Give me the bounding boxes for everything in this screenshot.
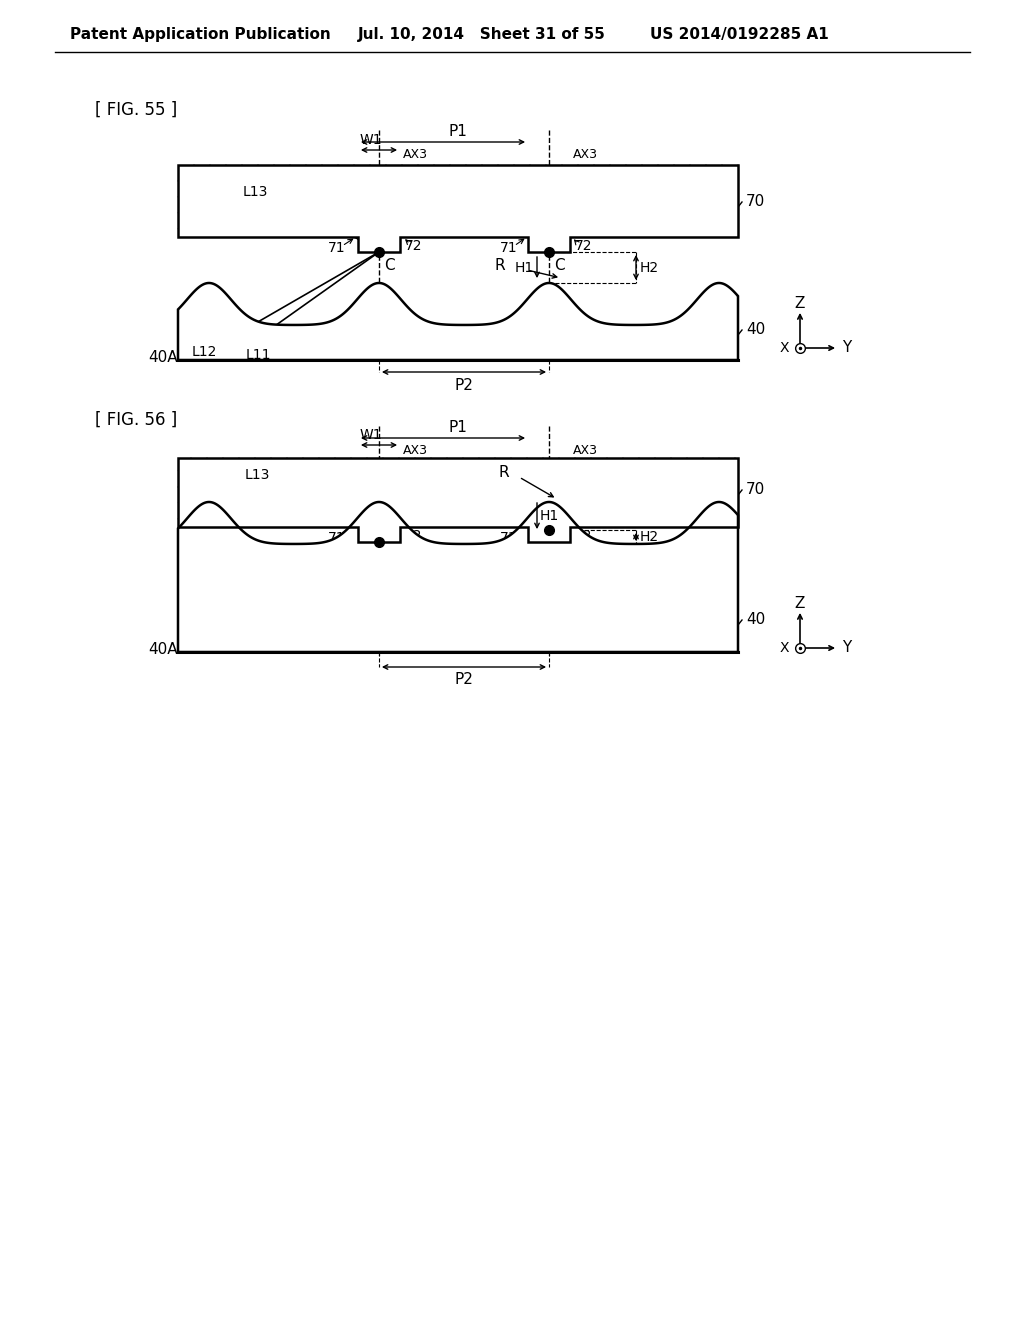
Text: L13: L13: [245, 469, 270, 482]
Text: [ FIG. 55 ]: [ FIG. 55 ]: [95, 102, 177, 119]
Text: Y: Y: [842, 640, 851, 656]
Text: Z: Z: [795, 297, 805, 312]
Text: L11: L11: [246, 585, 271, 599]
Text: 72: 72: [575, 239, 593, 253]
Text: P2: P2: [455, 672, 473, 688]
Text: AX3: AX3: [403, 149, 428, 161]
Polygon shape: [178, 165, 738, 252]
Text: W1: W1: [359, 428, 382, 442]
Text: 71: 71: [500, 242, 517, 255]
Text: X: X: [779, 642, 788, 655]
Text: R: R: [495, 257, 506, 272]
Text: 71: 71: [328, 242, 346, 255]
Text: [ FIG. 56 ]: [ FIG. 56 ]: [95, 411, 177, 429]
Text: P1: P1: [449, 421, 467, 436]
Text: 71: 71: [500, 531, 517, 545]
Polygon shape: [178, 502, 738, 652]
Text: 72: 72: [406, 529, 423, 543]
Text: L13: L13: [243, 185, 268, 199]
Text: L11: L11: [246, 348, 271, 362]
Text: X: X: [779, 341, 788, 355]
Text: R: R: [499, 465, 510, 479]
Text: C: C: [554, 259, 564, 273]
Text: 40: 40: [746, 322, 765, 338]
Text: C: C: [384, 259, 394, 273]
Text: Z: Z: [795, 597, 805, 611]
Text: AX3: AX3: [403, 444, 428, 457]
Text: C: C: [554, 517, 564, 532]
Text: 72: 72: [406, 239, 423, 253]
Text: US 2014/0192285 A1: US 2014/0192285 A1: [650, 28, 828, 42]
Text: 40: 40: [746, 612, 765, 627]
Text: 40A: 40A: [148, 351, 177, 366]
Text: H1: H1: [515, 260, 535, 275]
Text: H2: H2: [640, 531, 659, 544]
Text: L12: L12: [193, 345, 217, 359]
Text: Patent Application Publication: Patent Application Publication: [70, 28, 331, 42]
Text: W1: W1: [359, 133, 382, 147]
Text: 70: 70: [746, 194, 765, 210]
Text: 40A: 40A: [148, 643, 177, 657]
Text: 71: 71: [328, 531, 346, 545]
Text: C: C: [384, 528, 394, 544]
Polygon shape: [178, 458, 738, 543]
Polygon shape: [178, 282, 738, 360]
Text: P2: P2: [455, 378, 473, 392]
Text: P1: P1: [449, 124, 467, 140]
Text: H1: H1: [540, 510, 559, 523]
Text: L12: L12: [195, 578, 220, 591]
Text: 72: 72: [575, 529, 593, 543]
Text: H2: H2: [640, 260, 659, 275]
Text: 70: 70: [746, 483, 765, 498]
Text: Y: Y: [842, 341, 851, 355]
Text: AX3: AX3: [573, 444, 598, 457]
Text: AX3: AX3: [573, 149, 598, 161]
Text: Jul. 10, 2014   Sheet 31 of 55: Jul. 10, 2014 Sheet 31 of 55: [358, 28, 606, 42]
